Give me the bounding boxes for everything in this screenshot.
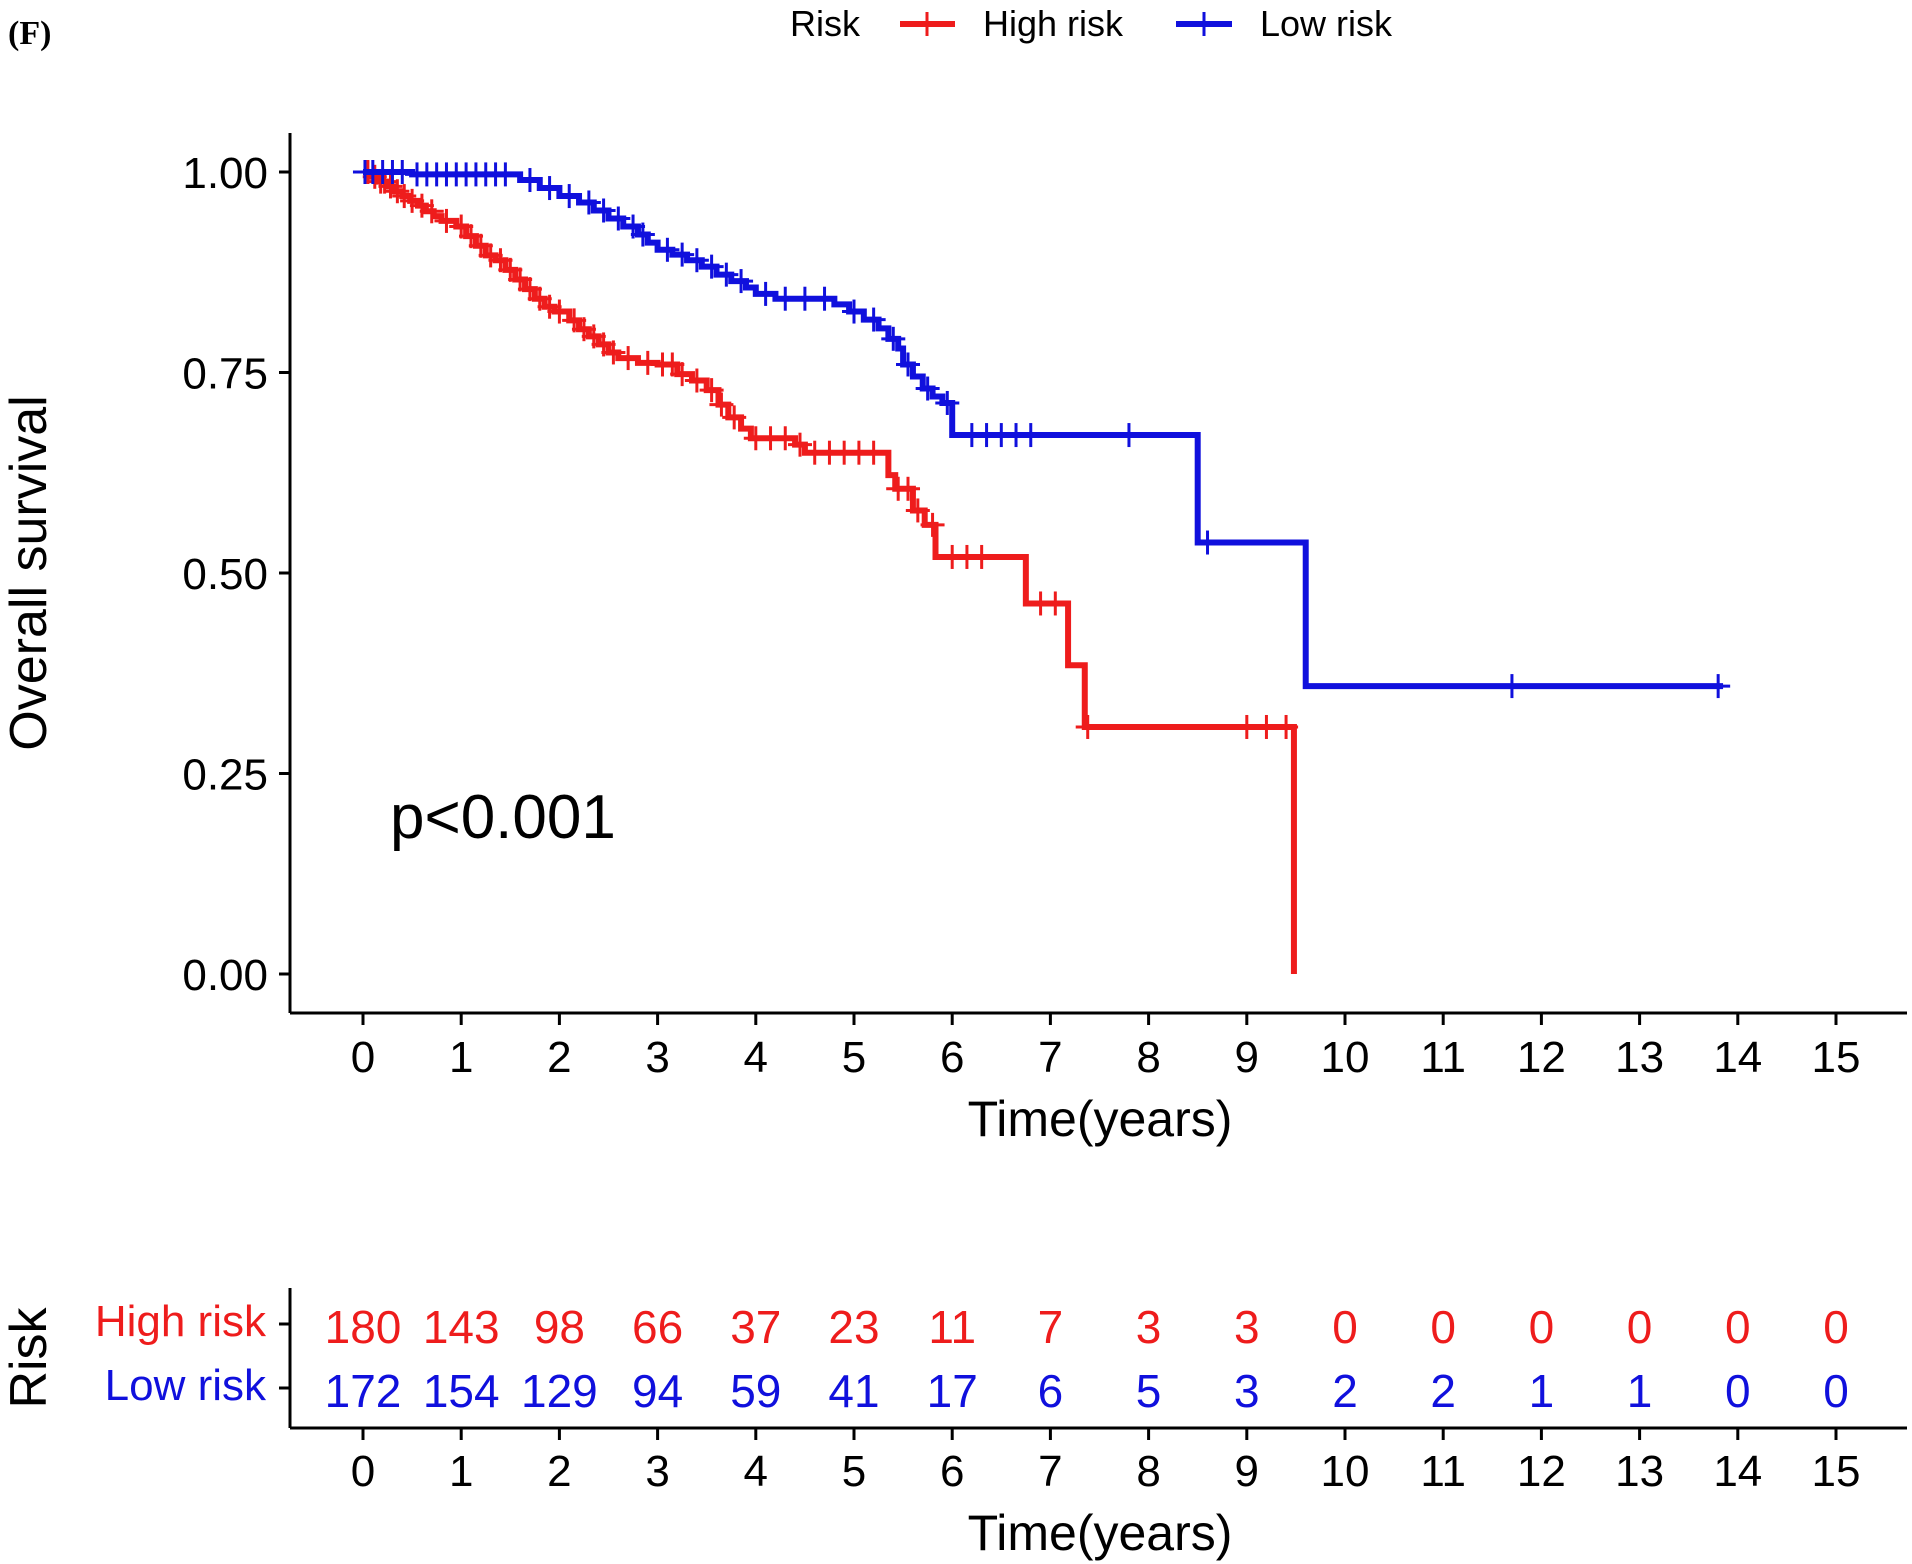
risk-count-low-risk: 0 [1725, 1365, 1751, 1417]
risk-x-tick-label: 1 [449, 1447, 473, 1496]
high-risk-curve [363, 169, 1297, 974]
risk-count-high-risk: 3 [1234, 1301, 1260, 1353]
risk-count-high-risk: 11 [928, 1301, 976, 1353]
risk-x-tick-label: 3 [645, 1447, 669, 1496]
x-tick-label: 4 [744, 1033, 768, 1082]
y-tick-label: 0.25 [182, 751, 268, 800]
risk-count-high-risk: 23 [828, 1301, 879, 1353]
risk-count-high-risk: 180 [325, 1301, 402, 1353]
risk-x-tick-label: 8 [1136, 1447, 1160, 1496]
risk-count-high-risk: 66 [632, 1301, 683, 1353]
y-tick-label: 0.50 [182, 550, 268, 599]
risk-count-high-risk: 98 [534, 1301, 585, 1353]
low-risk-curve [363, 169, 1724, 690]
risk-x-tick-label: 7 [1038, 1447, 1062, 1496]
risk-count-low-risk: 172 [325, 1365, 402, 1417]
risk-count-low-risk: 2 [1332, 1365, 1358, 1417]
x-tick-label: 8 [1136, 1033, 1160, 1082]
panel-label: (F) [8, 15, 51, 52]
legend-label-high-risk: High risk [983, 3, 1124, 44]
risk-row-label-low: Low risk [105, 1361, 267, 1410]
risk-x-tick-label: 6 [940, 1447, 964, 1496]
risk-x-tick-label: 9 [1235, 1447, 1259, 1496]
risk-x-tick-label: 10 [1321, 1447, 1370, 1496]
risk-table-row-ticks [279, 1322, 290, 1390]
risk-count-low-risk: 6 [1038, 1365, 1064, 1417]
x-tick-label: 7 [1038, 1033, 1062, 1082]
risk-table-x-title: Time(years) [968, 1505, 1233, 1561]
risk-count-low-risk: 2 [1430, 1365, 1456, 1417]
x-tick-label: 2 [547, 1033, 571, 1082]
legend: Risk High risk Low risk [790, 3, 1393, 44]
x-tick-label: 1 [449, 1033, 473, 1082]
risk-x-tick-label: 5 [842, 1447, 866, 1496]
risk-count-low-risk: 1 [1529, 1365, 1555, 1417]
survival-curves [352, 160, 1731, 974]
risk-count-low-risk: 17 [927, 1365, 978, 1417]
x-tick-label: 5 [842, 1033, 866, 1082]
x-tick-label: 3 [645, 1033, 669, 1082]
risk-count-low-risk: 0 [1823, 1365, 1849, 1417]
risk-count-high-risk: 37 [730, 1301, 781, 1353]
risk-count-low-risk: 154 [423, 1365, 500, 1417]
risk-count-high-risk: 0 [1332, 1301, 1358, 1353]
x-tick-label: 15 [1812, 1033, 1861, 1082]
risk-count-high-risk: 0 [1725, 1301, 1751, 1353]
x-tick-label: 11 [1420, 1033, 1466, 1082]
risk-row-label-high: High risk [95, 1297, 267, 1346]
y-tick-label: 1.00 [182, 149, 268, 198]
risk-count-low-risk: 3 [1234, 1365, 1260, 1417]
x-tick-label: 13 [1615, 1033, 1664, 1082]
risk-count-low-risk: 94 [632, 1365, 683, 1417]
risk-count-low-risk: 41 [828, 1365, 879, 1417]
legend-title: Risk [790, 3, 861, 44]
risk-count-low-risk: 5 [1136, 1365, 1162, 1417]
x-tick-label: 10 [1321, 1033, 1370, 1082]
risk-x-tick-label: 0 [351, 1447, 375, 1496]
risk-x-tick-label: 15 [1812, 1447, 1861, 1496]
y-axis-ticks: 0.00 0.25 0.50 0.75 1.00 [182, 149, 290, 1000]
risk-x-tick-label: 13 [1615, 1447, 1664, 1496]
y-tick-label: 0.00 [182, 951, 268, 1000]
x-axis-ticks: 0 1 2 3 4 5 6 7 8 9 10 11 12 13 14 15 [351, 1013, 1861, 1082]
y-tick-label: 0.75 [182, 350, 268, 399]
risk-count-high-risk: 0 [1823, 1301, 1849, 1353]
legend-label-low-risk: Low risk [1260, 3, 1393, 44]
risk-count-high-risk: 0 [1529, 1301, 1555, 1353]
x-tick-label: 12 [1517, 1033, 1566, 1082]
x-tick-label: 14 [1713, 1033, 1762, 1082]
y-axis-title: Overall survival [0, 395, 58, 750]
x-tick-label: 9 [1235, 1033, 1259, 1082]
legend-key-high-risk [900, 12, 955, 36]
risk-count-high-risk: 7 [1038, 1301, 1064, 1353]
p-value-annotation: p<0.001 [390, 783, 616, 852]
risk-x-tick-label: 14 [1713, 1447, 1762, 1496]
risk-table-y-title: Risk [0, 1306, 58, 1408]
x-tick-label: 6 [940, 1033, 964, 1082]
risk-x-tick-label: 4 [744, 1447, 768, 1496]
risk-count-high-risk: 143 [423, 1301, 500, 1353]
risk-count-low-risk: 1 [1627, 1365, 1653, 1417]
x-tick-label: 0 [351, 1033, 375, 1082]
risk-count-low-risk: 129 [521, 1365, 598, 1417]
risk-table-x-ticks: 0 1 2 3 4 5 6 7 8 9 10 11 12 13 14 15 [351, 1428, 1861, 1496]
legend-key-low-risk [1176, 12, 1232, 36]
risk-count-low-risk: 59 [730, 1365, 781, 1417]
risk-count-high-risk: 0 [1627, 1301, 1653, 1353]
risk-x-tick-label: 11 [1420, 1447, 1466, 1496]
risk-x-tick-label: 12 [1517, 1447, 1566, 1496]
x-axis-title: Time(years) [968, 1091, 1233, 1147]
risk-x-tick-label: 2 [547, 1447, 571, 1496]
risk-count-high-risk: 0 [1430, 1301, 1456, 1353]
risk-count-high-risk: 3 [1136, 1301, 1162, 1353]
